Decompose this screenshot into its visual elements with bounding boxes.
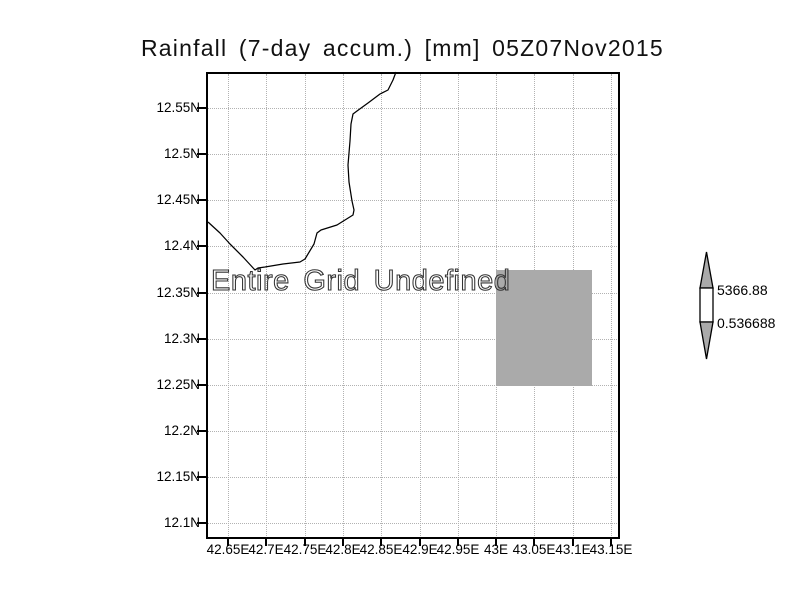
gridline-h bbox=[208, 154, 619, 155]
gridline-h bbox=[208, 523, 619, 524]
x-axis-tick bbox=[495, 539, 497, 546]
y-axis-tick bbox=[197, 338, 207, 340]
undefined-data-block bbox=[496, 270, 592, 386]
colorbar-range-box bbox=[699, 287, 714, 323]
x-axis-label: 43.1E bbox=[555, 542, 591, 557]
x-axis-label: 43E bbox=[483, 542, 509, 557]
gridline-v bbox=[266, 74, 267, 538]
gridline-h bbox=[208, 385, 619, 386]
y-axis-tick bbox=[197, 199, 207, 201]
gridline-v bbox=[228, 74, 229, 538]
colorbar-min-label: 0.536688 bbox=[717, 315, 776, 331]
y-axis-label: 12.35N bbox=[156, 285, 200, 300]
y-axis-tick bbox=[197, 476, 207, 478]
y-axis-tick bbox=[197, 384, 207, 386]
grid-undefined-message: Entire Grid Undefined bbox=[210, 264, 511, 297]
y-axis-label: 12.2N bbox=[163, 423, 200, 438]
map-frame bbox=[206, 72, 620, 539]
x-axis-label: 43.05E bbox=[512, 542, 556, 557]
colorbar bbox=[699, 251, 714, 360]
y-axis-label: 12.15N bbox=[156, 469, 200, 484]
colorbar-arrow-down bbox=[699, 321, 714, 360]
y-axis-label: 12.4N bbox=[163, 238, 200, 253]
gridline-v bbox=[458, 74, 459, 538]
x-axis-label: 42.85E bbox=[359, 542, 403, 557]
y-axis-label: 12.3N bbox=[163, 331, 200, 346]
gridline-h bbox=[208, 200, 619, 201]
x-axis-tick bbox=[419, 539, 421, 546]
x-axis-label: 43.15E bbox=[589, 542, 633, 557]
gridline-v bbox=[343, 74, 344, 538]
x-axis-tick bbox=[533, 539, 535, 546]
x-axis-tick bbox=[380, 539, 382, 546]
gridline-v bbox=[420, 74, 421, 538]
y-axis-label: 12.1N bbox=[163, 515, 200, 530]
y-axis-label: 12.45N bbox=[156, 192, 200, 207]
x-axis-tick bbox=[304, 539, 306, 546]
gridline-h bbox=[208, 108, 619, 109]
x-axis-tick bbox=[610, 539, 612, 546]
gridline-h bbox=[208, 431, 619, 432]
y-axis-label: 12.5N bbox=[163, 146, 200, 161]
gridline-h bbox=[208, 293, 619, 294]
x-axis-label: 42.95E bbox=[436, 542, 480, 557]
y-axis-tick bbox=[197, 430, 207, 432]
y-axis-tick bbox=[197, 292, 207, 294]
gridline-h bbox=[208, 477, 619, 478]
x-axis-label: 42.9E bbox=[402, 542, 438, 557]
gridline-v bbox=[611, 74, 612, 538]
colorbar-arrow-up bbox=[699, 251, 714, 289]
gridline-h bbox=[208, 339, 619, 340]
y-axis-tick bbox=[197, 522, 207, 524]
plot-title: Rainfall (7-day accum.) [mm] 05Z07Nov201… bbox=[141, 35, 664, 61]
y-axis-tick bbox=[197, 245, 207, 247]
x-axis-tick bbox=[572, 539, 574, 546]
gridline-v bbox=[381, 74, 382, 538]
y-axis-tick bbox=[197, 107, 207, 109]
y-axis-label: 12.55N bbox=[156, 100, 200, 115]
x-axis-tick bbox=[265, 539, 267, 546]
x-axis-tick bbox=[227, 539, 229, 546]
gridline-h bbox=[208, 246, 619, 247]
x-axis-label: 42.7E bbox=[248, 542, 284, 557]
x-axis-label: 42.8E bbox=[325, 542, 361, 557]
gridline-v bbox=[305, 74, 306, 538]
y-axis-label: 12.25N bbox=[156, 377, 200, 392]
x-axis-label: 42.75E bbox=[283, 542, 327, 557]
x-axis-tick bbox=[342, 539, 344, 546]
x-axis-tick bbox=[457, 539, 459, 546]
y-axis-tick bbox=[197, 153, 207, 155]
colorbar-max-label: 5366.88 bbox=[717, 282, 768, 298]
x-axis-label: 42.65E bbox=[206, 542, 250, 557]
